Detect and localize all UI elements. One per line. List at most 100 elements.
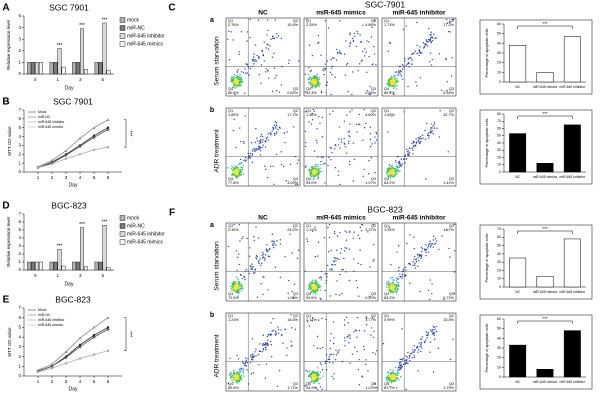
event-dot <box>263 344 264 345</box>
event-dot <box>371 157 372 158</box>
event-dot <box>391 291 392 292</box>
event-dot <box>267 250 268 251</box>
event-dot <box>397 369 398 370</box>
event-dot <box>265 347 266 348</box>
event-dot <box>329 269 330 270</box>
event-dot <box>235 290 236 291</box>
event-dot <box>240 159 241 160</box>
event-dot <box>317 84 318 85</box>
event-dot <box>388 284 389 285</box>
event-dot <box>327 60 328 61</box>
event-dot <box>454 250 455 251</box>
event-dot <box>321 156 322 157</box>
event-dot <box>405 364 406 365</box>
event-dot <box>247 358 248 359</box>
quadrant-percent: 64.2% <box>384 181 395 185</box>
event-dot <box>230 373 231 374</box>
event-dot <box>349 362 350 363</box>
event-dot <box>368 173 369 174</box>
x-tick-label: 1 <box>56 77 59 82</box>
event-dot <box>347 91 348 92</box>
event-dot <box>390 277 391 278</box>
event-dot <box>242 236 243 237</box>
event-dot <box>318 286 319 287</box>
event-dot <box>417 346 418 347</box>
event-dot <box>309 171 310 172</box>
x-tick-label: 0 <box>34 273 37 278</box>
event-dot <box>241 238 242 239</box>
event-dot <box>291 341 292 342</box>
event-dot <box>255 59 256 60</box>
event-dot <box>243 143 244 144</box>
event-dot <box>286 355 287 356</box>
event-dot <box>370 146 371 147</box>
bar <box>509 258 525 287</box>
event-dot <box>316 373 317 374</box>
event-dot <box>330 340 331 341</box>
quadrant-percent: 1.69% <box>384 113 395 117</box>
event-dot <box>265 71 266 72</box>
x-tick-label: miR-645 inhibitor <box>560 380 586 384</box>
quadrant-percent: 2.30% <box>228 228 239 232</box>
event-dot <box>411 143 412 144</box>
event-dot <box>334 233 335 234</box>
event-dot <box>339 294 340 295</box>
event-dot <box>255 44 256 45</box>
event-dot <box>250 157 251 158</box>
quadrant-percent: 93.9% <box>306 386 317 390</box>
event-dot <box>390 372 391 373</box>
y-tick-label: 50 <box>497 134 501 138</box>
event-dot <box>406 158 407 159</box>
event-dot <box>267 343 268 344</box>
event-dot <box>319 85 320 86</box>
event-dot <box>248 67 249 68</box>
event-dot <box>329 358 330 359</box>
event-dot <box>252 267 253 268</box>
event-dot <box>358 296 359 297</box>
event-dot <box>373 259 374 260</box>
event-dot <box>232 173 233 174</box>
event-dot <box>420 141 421 142</box>
event-dot <box>228 246 229 247</box>
quadrant-percent: 17.2% <box>287 113 298 117</box>
event-dot <box>251 373 252 374</box>
event-dot <box>236 286 237 287</box>
event-dot <box>231 166 232 167</box>
event-dot <box>414 350 415 351</box>
event-dot <box>270 322 271 323</box>
y-tick-label: 4 <box>18 235 21 240</box>
event-dot <box>338 170 339 171</box>
event-dot <box>344 250 345 251</box>
event-dot <box>230 285 231 286</box>
event-dot <box>309 286 310 287</box>
event-dot <box>234 172 235 173</box>
event-dot <box>402 275 403 276</box>
event-dot <box>357 70 358 71</box>
event-dot <box>315 168 316 169</box>
event-dot <box>432 329 433 330</box>
event-dot <box>333 337 334 338</box>
event-dot <box>262 351 263 352</box>
event-dot <box>394 374 395 375</box>
event-dot <box>418 137 419 138</box>
event-dot <box>236 284 237 285</box>
event-dot <box>295 329 296 330</box>
event-dot <box>310 173 311 174</box>
column-header: NC <box>258 215 268 222</box>
x-tick-label: 5 <box>93 175 96 180</box>
event-dot <box>390 375 391 376</box>
y-tick-label: 7 <box>18 211 21 216</box>
y-tick-label: 20 <box>497 268 501 272</box>
event-dot <box>252 359 253 360</box>
event-dot <box>273 38 274 39</box>
event-dot <box>268 139 269 140</box>
event-dot <box>317 73 318 74</box>
legend-label: miR-645 inhibitor <box>127 33 165 39</box>
event-dot <box>314 375 315 376</box>
event-dot <box>315 83 316 84</box>
event-dot <box>313 81 314 82</box>
event-dot <box>414 248 415 249</box>
event-dot <box>434 327 435 328</box>
event-dot <box>441 235 442 236</box>
event-dot <box>399 273 400 274</box>
